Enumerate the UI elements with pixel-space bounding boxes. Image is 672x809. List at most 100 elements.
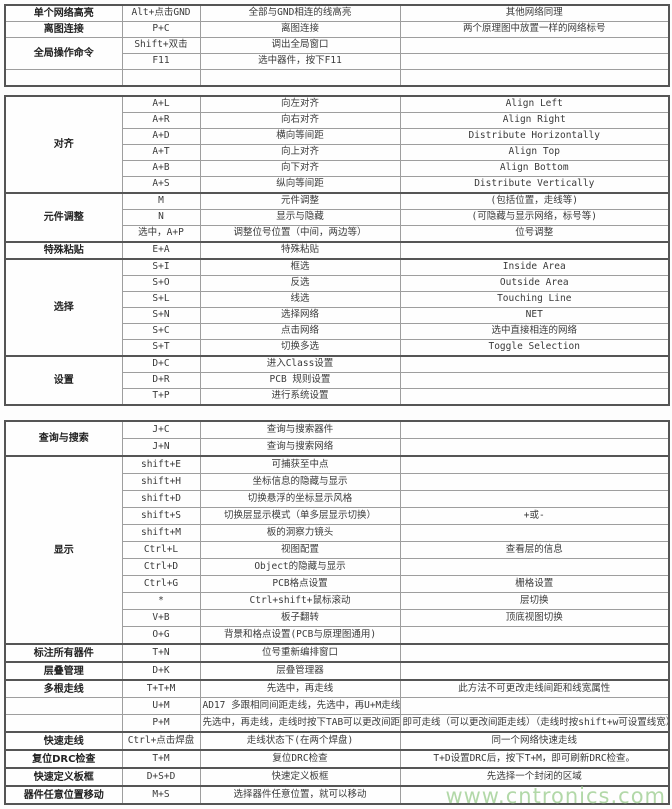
shortcut-cell: * xyxy=(121,592,201,610)
category-cell: 特殊粘贴 xyxy=(4,241,123,260)
description-cell: 位号重新编排窗口 xyxy=(199,643,401,663)
category-cell: 全局操作命令 xyxy=(4,37,123,70)
table-row: 复位DRC检查 T+M 复位DRC检查 T+D设置DRC后，按下T+M，即可刷新DRC… xyxy=(4,749,670,769)
table-row: F11 选中器件，按下F11 xyxy=(5,53,670,70)
shortcut-cell: O+G xyxy=(121,626,201,645)
table-row: 标注所有器件 T+N 位号重新编排窗口 xyxy=(4,643,670,663)
note-cell xyxy=(399,388,670,406)
description-cell: 纵向等间距 xyxy=(199,176,401,194)
category-cell: 快速定义板框 xyxy=(4,767,123,787)
description-cell: 坐标信息的隐藏与显示 xyxy=(199,473,401,491)
shortcut-cell: P+C xyxy=(121,21,201,38)
category-cell: 快速走线 xyxy=(4,731,123,751)
note-cell: Align Top xyxy=(399,144,670,161)
table-row: D+R PCB 规则设置 xyxy=(5,372,670,389)
shortcut-cell: T+P xyxy=(121,388,201,406)
shortcut-cell: A+B xyxy=(121,160,201,177)
shortcut-cell: S+O xyxy=(121,275,201,292)
note-cell: (可隐藏与显示网络，标号等) xyxy=(399,209,670,226)
shortcut-table-middle: 对齐 A+L 向左对齐 Align Left A+R 向右对齐 Align Right A+D… xyxy=(4,95,670,406)
description-cell: 向上对齐 xyxy=(199,144,401,161)
description-cell: 板的洞察力镜头 xyxy=(199,524,401,542)
category-cell: 元件调整 xyxy=(4,192,123,243)
note-cell: Distribute Vertically xyxy=(399,176,670,194)
table-row: * Ctrl+shift+鼠标滚动 层切换 xyxy=(5,592,670,610)
category-cell: 对齐 xyxy=(4,95,123,194)
shortcut-cell: shift+D xyxy=(121,490,201,508)
shortcut-cell: E+A xyxy=(121,241,201,260)
note-cell xyxy=(399,558,670,576)
description-cell: 选择网络 xyxy=(199,307,401,324)
table-row: S+C 点击网络 选中直接相连的网络 xyxy=(5,323,670,340)
shortcut-table-top: 单个网络高亮 Alt+点击GND 全部与GND相连的线高亮 其他网络同理 离图连接 P+C… xyxy=(4,4,670,87)
table-row: 快速定义板框 D+S+D 快速定义板框 先选择一个封闭的区域 xyxy=(4,767,670,787)
category-cell: 选择 xyxy=(4,258,123,357)
category-cell: 查询与搜索 xyxy=(4,420,123,457)
description-cell: 可捕获至中点 xyxy=(199,455,401,474)
description-cell: PCB格点设置 xyxy=(199,575,401,593)
table-row: A+D 横向等间距 Distribute Horizontally xyxy=(5,128,670,145)
shortcut-cell: T+M xyxy=(121,749,201,769)
category-cell: 标注所有器件 xyxy=(4,643,123,663)
note-cell: 其他网络同理 xyxy=(399,4,670,22)
description-cell: 层叠管理器 xyxy=(199,661,401,681)
shortcut-cell: S+C xyxy=(121,323,201,340)
note-cell: Align Left xyxy=(399,95,670,113)
description-cell: 线选 xyxy=(199,291,401,308)
shortcut-cell: shift+H xyxy=(121,473,201,491)
shortcut-cell: Ctrl+点击焊盘 xyxy=(121,731,201,751)
note-cell xyxy=(399,473,670,491)
shortcut-cell: Shift+双击 xyxy=(121,37,201,54)
description-cell: 元件调整 xyxy=(199,192,401,210)
note-cell: Outside Area xyxy=(399,275,670,292)
table-row: 选择 S+I 框选 Inside Area xyxy=(4,258,670,357)
table-row: 离图连接 P+C 离图连接 两个原理图中放置一样的网络标号 xyxy=(4,21,670,38)
description-cell: AD17 多跟相同间距走线，先选中，再U+M走线 xyxy=(199,697,401,715)
shortcut-cell: Ctrl+D xyxy=(121,558,201,576)
category-cell: 器件任意位置移动 xyxy=(4,785,123,805)
table-row: 层叠管理 D+K 层叠管理器 xyxy=(4,661,670,681)
note-cell: 层切换 xyxy=(399,592,670,610)
table-row: 查询与搜索 J+C 查询与搜索器件 xyxy=(4,420,670,457)
shortcut-cell: D+C xyxy=(121,355,201,373)
description-cell: 调出全局窗口 xyxy=(199,37,401,54)
shortcut-cell: A+L xyxy=(121,95,201,113)
shortcut-cell: M+S xyxy=(121,785,201,805)
description-cell xyxy=(199,69,401,87)
note-cell xyxy=(399,785,670,805)
category-cell xyxy=(4,697,123,715)
shortcut-cell: P+M xyxy=(121,714,201,733)
description-cell: 走线状态下(在两个焊盘) xyxy=(199,731,401,751)
shortcut-cell: T+T+M xyxy=(121,679,201,698)
table-row: 特殊粘贴 E+A 特殊粘贴 xyxy=(4,241,670,260)
shortcut-cell xyxy=(121,69,201,87)
table-body: 查询与搜索 J+C 查询与搜索器件 J+N 查询与搜索网络 显示 shift+E 可捕获至中点… xyxy=(4,420,670,805)
description-cell: 选中器件，按下F11 xyxy=(199,53,401,70)
category-cell: 层叠管理 xyxy=(4,661,123,681)
table-row: Ctrl+G PCB格点设置 栅格设置 xyxy=(5,575,670,593)
note-cell xyxy=(399,524,670,542)
note-cell: Inside Area xyxy=(399,258,670,276)
shortcut-cell: shift+E xyxy=(121,455,201,474)
table-row xyxy=(4,69,670,87)
shortcut-cell: D+S+D xyxy=(121,767,201,787)
table-row: T+P 进行系统设置 xyxy=(5,388,670,406)
shortcut-cell: Ctrl+G xyxy=(121,575,201,593)
description-cell: 切换层显示模式（单多层显示切换） xyxy=(199,507,401,525)
description-cell: 选择器件任意位置，就可以移动 xyxy=(199,785,401,805)
description-cell: 查询与搜索器件 xyxy=(199,420,401,439)
shortcut-cell: F11 xyxy=(121,53,201,70)
description-cell: 横向等间距 xyxy=(199,128,401,145)
table-row: S+T 切换多选 Toggle Selection xyxy=(5,339,670,357)
note-cell xyxy=(399,661,670,681)
category-cell: 单个网络高亮 xyxy=(4,4,123,22)
shortcut-cell: 选中，A+P xyxy=(121,225,201,243)
category-cell xyxy=(4,714,123,733)
table-row: 对齐 A+L 向左对齐 Align Left xyxy=(4,95,670,194)
shortcut-cell: J+N xyxy=(121,438,201,457)
shortcut-cell: shift+M xyxy=(121,524,201,542)
description-cell: 先选中，再走线 xyxy=(199,679,401,698)
table-row: 全局操作命令 Shift+双击 调出全局窗口 xyxy=(4,37,670,70)
note-cell: 位号调整 xyxy=(399,225,670,243)
